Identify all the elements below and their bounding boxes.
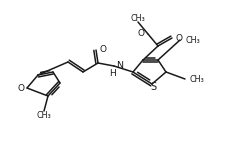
Text: N: N [116,61,123,70]
Text: CH₃: CH₃ [185,35,200,44]
Text: O: O [17,84,24,93]
Text: CH₃: CH₃ [37,110,51,119]
Text: O: O [138,28,145,38]
Text: CH₃: CH₃ [190,75,205,84]
Text: O: O [100,44,107,53]
Text: H: H [109,68,115,77]
Text: O: O [175,33,182,43]
Text: CH₃: CH₃ [131,14,145,23]
Text: S: S [150,82,156,92]
